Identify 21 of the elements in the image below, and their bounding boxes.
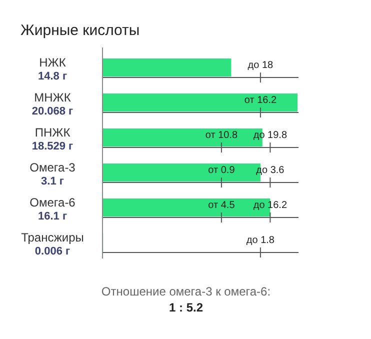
annotation: от 16.2 [244, 95, 277, 106]
y-tick-label: Трансжиры [21, 230, 84, 244]
y-tick-label: Омега-6 [30, 196, 76, 210]
y-tick-label: МНЖК [34, 90, 71, 104]
y-tick-label: ПНЖК [34, 126, 70, 140]
text: 14.8 г [38, 70, 68, 82]
text: 1 : 5.2 [168, 300, 204, 314]
annotation: до 18 [248, 60, 274, 71]
text: 20.068 г [32, 106, 74, 118]
text: Отношение омега-3 к омега-6: [101, 284, 271, 298]
text: 0.006 г [34, 246, 70, 258]
y-tick-label: НЖК [39, 56, 66, 70]
text: 18.529 г [32, 140, 74, 152]
annotation: от 10.8 [205, 130, 238, 141]
annotation: от 4.5 [208, 200, 236, 211]
y-tick-label: Омега-3 [30, 160, 76, 174]
text: 16.1 г [38, 210, 68, 222]
text: 3.1 г [41, 176, 64, 188]
annotation: до 1.8 [246, 235, 275, 246]
chart-title: Жирные кислоты [20, 22, 140, 39]
annotation: от 0.9 [208, 165, 236, 176]
